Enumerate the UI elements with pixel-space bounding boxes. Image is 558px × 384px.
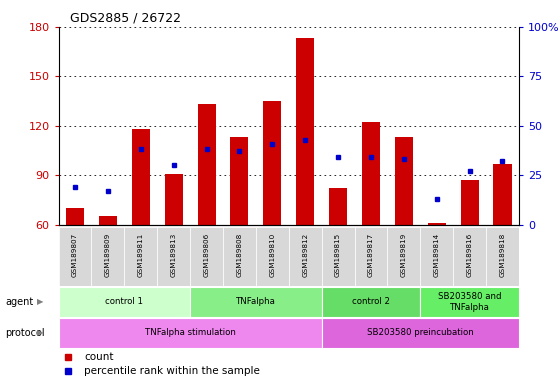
Bar (486, 227, 519, 286)
Text: GSM189814: GSM189814 (434, 233, 440, 277)
Text: GSM189817: GSM189817 (368, 233, 374, 277)
Bar (230, 137, 248, 225)
Text: protocol: protocol (6, 328, 45, 338)
Bar (99, 217, 117, 225)
Bar (321, 318, 519, 348)
Bar (124, 227, 157, 286)
Bar (387, 227, 420, 286)
Bar (132, 129, 150, 225)
Text: percentile rank within the sample: percentile rank within the sample (84, 366, 260, 376)
Bar (157, 227, 190, 286)
Bar (329, 189, 347, 225)
Bar (66, 208, 84, 225)
Bar (59, 287, 190, 317)
Bar (296, 38, 314, 225)
Text: control 1: control 1 (105, 297, 143, 306)
Bar (165, 174, 182, 225)
Bar (354, 227, 387, 286)
Bar (321, 287, 420, 317)
Bar (223, 227, 256, 286)
Text: control 2: control 2 (352, 297, 390, 306)
Bar (420, 287, 519, 317)
Text: GSM189818: GSM189818 (499, 233, 506, 277)
Text: GSM189815: GSM189815 (335, 233, 341, 277)
Bar (493, 164, 512, 225)
Text: GSM189810: GSM189810 (270, 233, 275, 277)
Text: ▶: ▶ (37, 328, 44, 337)
Text: GDS2885 / 26722: GDS2885 / 26722 (70, 12, 181, 25)
Text: SB203580 preincubation: SB203580 preincubation (367, 328, 474, 337)
Bar (460, 180, 479, 225)
Bar (321, 227, 354, 286)
Text: TNFalpha stimulation: TNFalpha stimulation (145, 328, 235, 337)
Bar (59, 318, 321, 348)
Text: TNFalpha: TNFalpha (236, 297, 276, 306)
Bar (190, 227, 223, 286)
Text: GSM189808: GSM189808 (237, 233, 242, 277)
Bar (92, 227, 124, 286)
Text: GSM189807: GSM189807 (72, 233, 78, 277)
Text: agent: agent (6, 297, 34, 307)
Bar (289, 227, 321, 286)
Bar (453, 227, 486, 286)
Bar (420, 227, 453, 286)
Text: SB203580 and
TNFalpha: SB203580 and TNFalpha (438, 292, 502, 311)
Bar (256, 227, 289, 286)
Text: ▶: ▶ (37, 297, 44, 306)
Bar (362, 122, 380, 225)
Bar (190, 287, 321, 317)
Text: GSM189809: GSM189809 (105, 233, 111, 277)
Bar (59, 227, 92, 286)
Text: GSM189816: GSM189816 (466, 233, 473, 277)
Text: GSM189812: GSM189812 (302, 233, 308, 277)
Text: count: count (84, 353, 113, 362)
Bar (263, 101, 281, 225)
Text: GSM189819: GSM189819 (401, 233, 407, 277)
Text: GSM189811: GSM189811 (138, 233, 144, 277)
Bar (427, 223, 446, 225)
Text: GSM189806: GSM189806 (204, 233, 210, 277)
Bar (198, 104, 215, 225)
Text: GSM189813: GSM189813 (171, 233, 177, 277)
Bar (395, 137, 413, 225)
